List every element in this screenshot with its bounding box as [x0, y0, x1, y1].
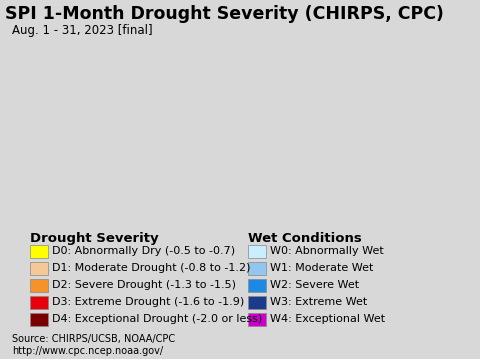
Bar: [248, 245, 266, 258]
Text: SPI 1-Month Drought Severity (CHIRPS, CPC): SPI 1-Month Drought Severity (CHIRPS, CP…: [5, 5, 444, 23]
Text: W0: Abnormally Wet: W0: Abnormally Wet: [270, 246, 384, 256]
Bar: [30, 296, 48, 309]
Text: W4: Exceptional Wet: W4: Exceptional Wet: [270, 314, 385, 324]
Bar: [30, 279, 48, 292]
Text: D0: Abnormally Dry (-0.5 to -0.7): D0: Abnormally Dry (-0.5 to -0.7): [52, 246, 235, 256]
Text: D2: Severe Drought (-1.3 to -1.5): D2: Severe Drought (-1.3 to -1.5): [52, 280, 236, 290]
Bar: [30, 313, 48, 326]
Bar: [248, 313, 266, 326]
Text: D1: Moderate Drought (-0.8 to -1.2): D1: Moderate Drought (-0.8 to -1.2): [52, 263, 251, 273]
Text: Wet Conditions: Wet Conditions: [248, 232, 362, 245]
Bar: [248, 296, 266, 309]
Bar: [248, 262, 266, 275]
Bar: [30, 245, 48, 258]
Text: D3: Extreme Drought (-1.6 to -1.9): D3: Extreme Drought (-1.6 to -1.9): [52, 297, 244, 307]
Text: Aug. 1 - 31, 2023 [final]: Aug. 1 - 31, 2023 [final]: [12, 24, 153, 37]
Text: W3: Extreme Wet: W3: Extreme Wet: [270, 297, 367, 307]
Bar: [248, 279, 266, 292]
Text: Drought Severity: Drought Severity: [30, 232, 158, 245]
Text: W2: Severe Wet: W2: Severe Wet: [270, 280, 359, 290]
Text: D4: Exceptional Drought (-2.0 or less): D4: Exceptional Drought (-2.0 or less): [52, 314, 262, 324]
Bar: [30, 262, 48, 275]
Text: W1: Moderate Wet: W1: Moderate Wet: [270, 263, 373, 273]
Text: Source: CHIRPS/UCSB, NOAA/CPC
http://www.cpc.ncep.noaa.gov/: Source: CHIRPS/UCSB, NOAA/CPC http://www…: [12, 334, 175, 356]
